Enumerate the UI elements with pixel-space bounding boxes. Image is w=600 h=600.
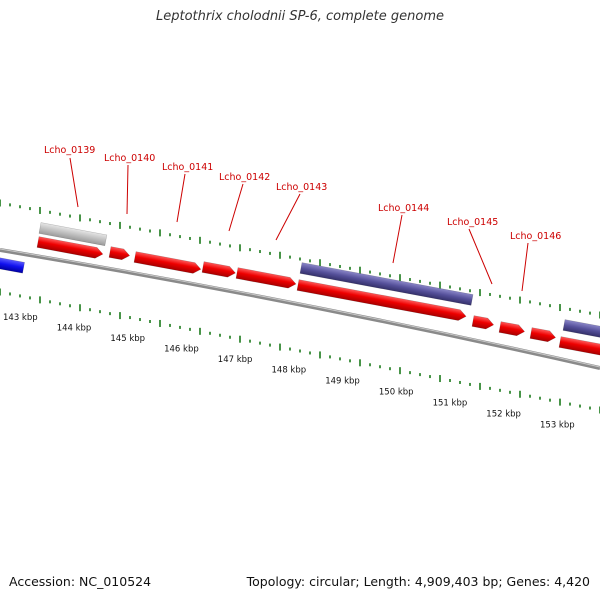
kbp-label: 148 kbp	[272, 366, 307, 376]
genome-summary-text: Topology: circular; Length: 4,909,403 bp…	[246, 574, 590, 589]
kbp-label: 151 kbp	[433, 399, 468, 409]
gene-label-lcho-0146[interactable]: Lcho_0146	[510, 231, 561, 242]
gene-label-lcho-0145[interactable]: Lcho_0145	[447, 217, 498, 228]
gene-lcho-0144-body[interactable]	[296, 279, 467, 322]
gene-label-lcho-0143[interactable]: Lcho_0143	[276, 182, 327, 193]
leader-lcho-0145	[468, 228, 493, 285]
kbp-label: 147 kbp	[218, 355, 253, 365]
gene-lcho-0145[interactable]	[471, 315, 495, 331]
gene-lcho-0140[interactable]	[108, 246, 131, 261]
genome-backbone	[0, 248, 600, 370]
lower-tick-track	[0, 288, 600, 414]
leader-lcho-0140	[126, 164, 129, 215]
gene-lcho-0142[interactable]	[201, 261, 236, 279]
leader-lcho-0143	[275, 193, 301, 241]
leader-lcho-0144	[392, 214, 403, 264]
gene-label-lcho-0141[interactable]: Lcho_0141	[162, 162, 213, 173]
leader-lcho-0139	[69, 157, 79, 208]
map-title: Leptothrix cholodnii SP-6, complete geno…	[156, 9, 444, 24]
gene-label-lcho-0139[interactable]: Lcho_0139	[44, 145, 95, 156]
gene-features	[0, 222, 600, 356]
leader-lcho-0146	[521, 242, 529, 292]
leader-lcho-0141	[176, 173, 186, 223]
kbp-label: 152 kbp	[486, 410, 521, 420]
gene-pseudo[interactable]	[38, 222, 108, 247]
gene-next[interactable]	[558, 336, 600, 356]
gene-lcho-0144[interactable]	[299, 262, 474, 306]
kbp-label: 145 kbp	[110, 334, 145, 344]
gene-lcho-0147[interactable]	[529, 327, 557, 343]
gene-lcho-0146[interactable]	[498, 321, 526, 337]
kbp-label: 144 kbp	[57, 324, 92, 334]
gene-label-lcho-0144[interactable]: Lcho_0144	[378, 203, 429, 214]
kbp-label: 149 kbp	[325, 377, 360, 387]
gene-label-lcho-0140[interactable]: Lcho_0140	[104, 153, 155, 164]
genome-backbone-highlight	[0, 248, 600, 368]
leader-lcho-0142	[228, 183, 244, 232]
kbp-labels: 143 kbp 144 kbp 145 kbp 146 kbp 147 kbp 148 k…	[3, 313, 575, 431]
kbp-label: 150 kbp	[379, 388, 414, 398]
gene-lcho-0143[interactable]	[235, 267, 297, 290]
label-leaders	[69, 157, 529, 292]
kbp-label: 146 kbp	[164, 345, 199, 355]
gene-next-highlight[interactable]	[562, 319, 600, 339]
upper-tick-track	[0, 199, 600, 319]
kbp-label: 153 kbp	[540, 421, 575, 431]
gene-other[interactable]	[0, 257, 25, 274]
gene-label-lcho-0142[interactable]: Lcho_0142	[219, 172, 270, 183]
kbp-label: 143 kbp	[3, 313, 38, 323]
accession-text: Accession: NC_010524	[9, 574, 152, 589]
gene-lcho-0141[interactable]	[133, 251, 202, 275]
gene-lcho-0139[interactable]	[36, 236, 104, 260]
gene-labels: Lcho_0139 Lcho_0140 Lcho_0141 Lcho_0142 Lcho…	[44, 145, 561, 242]
